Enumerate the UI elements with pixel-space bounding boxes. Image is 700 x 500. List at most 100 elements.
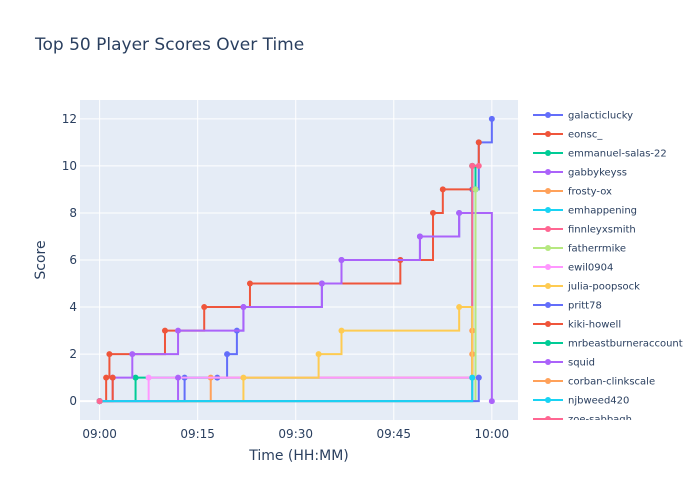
data-point [475,162,482,169]
data-point [224,351,231,358]
legend-label: eonsc_ [568,130,603,141]
legend-label: ewil0904 [568,263,613,274]
legend-item[interactable]: zoe-sabbagh [533,415,632,426]
series-line [99,211,493,403]
x-tick-label: 09:15 [180,427,215,441]
legend[interactable]: galacticlucky eonsc_ emmanuel-salas-22 gabb… [533,111,683,426]
data-point [338,257,345,263]
data-point [315,351,322,358]
y-tick-label: 10 [62,159,77,173]
x-axis-title: Time (HH:MM) [248,448,349,464]
legend-label: emhappening [568,206,637,217]
legend-marker [545,397,551,403]
data-point [488,398,495,405]
legend-label: squid [568,358,595,369]
y-tick-label: 8 [69,206,77,220]
x-tick-label: 10:00 [475,427,510,441]
legend-item[interactable]: gabbykeyss [533,168,627,179]
series-zoe-sabbagh [96,398,103,405]
data-point [456,304,463,311]
legend-item[interactable]: galacticlucky [533,111,633,122]
legend-item[interactable]: corban-clinkscale [533,377,655,388]
data-point [106,351,113,358]
legend-marker [545,416,551,420]
legend-item[interactable]: emmanuel-salas-22 [533,149,667,160]
data-point [96,398,103,405]
legend-marker [545,207,551,213]
x-tick-label: 09:30 [278,427,313,441]
data-point [430,209,437,216]
data-point [246,280,253,287]
legend-marker [545,302,551,308]
chart-title: Top 50 Player Scores Over Time [34,35,304,55]
legend-marker [545,359,551,365]
legend-label: finnleyxsmith [568,225,636,236]
legend-marker [545,112,551,118]
x-tick-label: 09:45 [376,427,411,441]
y-tick-label: 4 [69,300,77,314]
legend-item[interactable]: njbweed420 [533,396,629,407]
legend-item[interactable]: ewil0904 [533,263,613,274]
data-point [161,327,168,334]
data-point [469,162,476,169]
data-point [175,327,182,334]
legend-marker [545,321,551,327]
legend-marker [545,150,551,156]
y-axis-title: Score [33,240,49,279]
y-tick-label: 6 [69,253,77,267]
data-point [175,374,182,381]
data-point [488,115,495,122]
legend-item[interactable]: mrbeastburneraccount [533,339,683,350]
x-tick-label: 09:00 [82,427,117,441]
data-point [129,351,136,358]
legend-item[interactable]: fatherrmike [533,244,626,255]
data-point [240,304,247,311]
legend-item[interactable]: pritt78 [533,301,602,312]
data-point [132,374,139,381]
series-layer [96,115,495,405]
data-point [240,374,247,381]
x-axis: 09:00 09:15 09:30 09:45 10:00 [82,427,509,441]
data-point [318,280,325,287]
legend-label: kiki-howell [568,320,621,331]
legend-item[interactable]: frosty-ox [533,187,612,198]
legend-marker [545,264,551,270]
legend-label: zoe-sabbagh [568,415,632,426]
data-point [456,209,463,216]
legend-item[interactable]: julia-poopsock [533,282,640,293]
y-tick-label: 0 [69,394,77,408]
data-point [109,374,116,381]
data-point [145,374,152,381]
data-point [416,233,423,240]
legend-label: frosty-ox [568,187,612,198]
data-point [103,374,110,381]
legend-label: gabbykeyss [568,168,627,179]
legend-label: fatherrmike [568,244,626,255]
legend-marker [545,378,551,384]
series-line [99,377,474,403]
legend-marker [545,169,551,175]
legend-item[interactable]: emhappening [533,206,637,217]
legend-label: pritt78 [568,301,602,312]
legend-item[interactable]: kiki-howell [533,320,621,331]
y-tick-label: 12 [62,112,77,126]
data-point [338,327,345,334]
data-point [439,186,446,193]
legend-label: njbweed420 [568,396,629,407]
legend-label: galacticlucky [568,111,633,122]
y-axis: 0 2 4 6 8 10 12 [62,112,77,408]
legend-item[interactable]: finnleyxsmith [533,225,636,236]
legend-item[interactable]: eonsc_ [533,130,603,141]
legend-label: julia-poopsock [567,282,640,293]
data-point [469,374,476,381]
legend-item[interactable]: squid [533,358,595,369]
legend-label: mrbeastburneraccount [568,339,683,350]
legend-marker [545,283,551,289]
data-point [201,304,208,311]
series-line [99,306,474,403]
data-point [475,139,482,146]
legend-marker [545,188,551,194]
legend-label: emmanuel-salas-22 [568,149,667,160]
data-point [475,374,482,381]
